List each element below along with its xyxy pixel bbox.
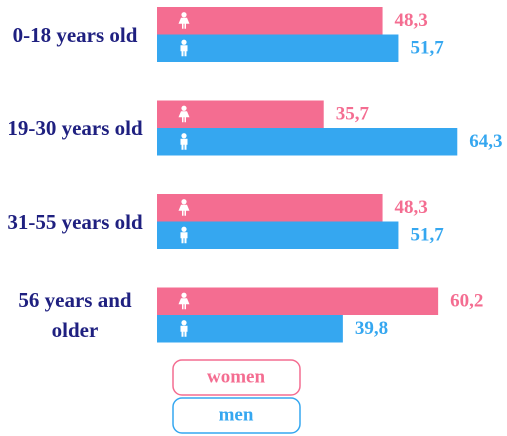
person-icon: [180, 232, 188, 244]
bar: [157, 194, 383, 222]
category-label: 0-18 years old: [12, 22, 138, 47]
category-label: 31-55 years old: [7, 209, 143, 234]
person-icon: [180, 45, 188, 57]
person-icon: [181, 133, 187, 139]
legend-box: [172, 359, 301, 396]
bar: [157, 34, 399, 62]
category-label: 19-30 years old: [7, 116, 143, 140]
person-icon: [181, 39, 187, 45]
person-icon: [181, 320, 187, 326]
person-icon: [181, 12, 187, 18]
value-label: 35,7: [336, 104, 370, 125]
bar: [157, 287, 439, 315]
value-label: 60,2: [450, 291, 483, 312]
bar: [157, 128, 458, 156]
bar: [157, 221, 399, 249]
legend-label: women: [207, 366, 265, 387]
value-label: 48,3: [395, 197, 428, 218]
value-label: 51,7: [410, 225, 444, 246]
bar: [157, 7, 383, 35]
value-label: 51,7: [410, 38, 444, 59]
person-icon: [180, 325, 188, 337]
person-icon: [178, 111, 190, 123]
person-icon: [180, 138, 188, 150]
person-icon: [178, 204, 190, 216]
category-label: 56 years and older: [18, 288, 132, 342]
person-icon: [178, 17, 190, 29]
person-icon: [181, 105, 187, 111]
person-icon: [181, 199, 187, 205]
value-label: 39,8: [355, 318, 388, 339]
legend-box: [172, 397, 301, 434]
person-icon: [181, 292, 187, 298]
legend-label: men: [219, 404, 254, 425]
person-icon: [178, 298, 190, 310]
bar: [157, 315, 343, 343]
value-label: 64,3: [469, 131, 502, 152]
person-icon: [181, 226, 187, 232]
value-label: 48,3: [395, 10, 428, 31]
